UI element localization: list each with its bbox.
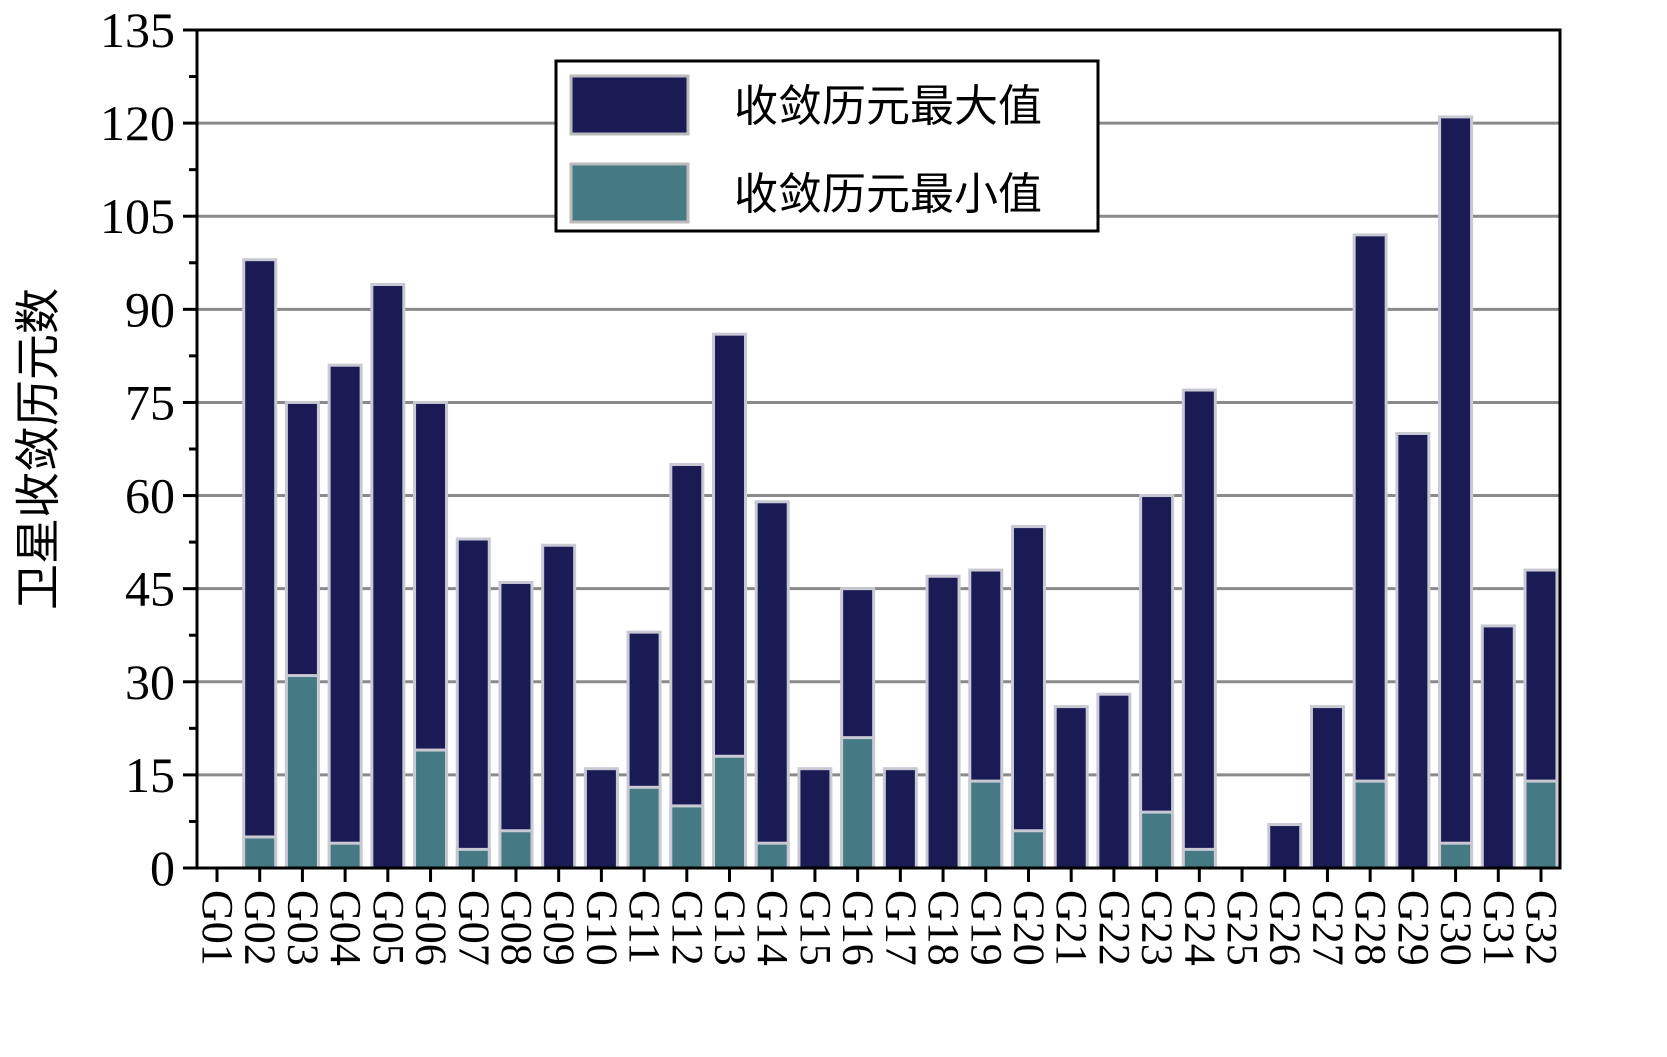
x-tick-label: G23 bbox=[1133, 890, 1182, 966]
y-tick-label: 90 bbox=[125, 281, 175, 337]
bar-min-G30 bbox=[1438, 841, 1474, 870]
x-tick-label: G28 bbox=[1346, 890, 1395, 966]
x-tick-label: G20 bbox=[1004, 890, 1053, 966]
y-axis: 0 15 30 45 60 75 90 105 120 135 bbox=[100, 2, 197, 896]
bar-max-G14 bbox=[754, 500, 790, 870]
legend-label-min: 收敛历元最小值 bbox=[734, 169, 1042, 220]
bar-max-G12 bbox=[669, 463, 705, 870]
x-tick-label: G32 bbox=[1517, 890, 1566, 966]
y-tick-label: 120 bbox=[100, 95, 175, 151]
x-tick-label: G03 bbox=[278, 890, 327, 966]
bar-min-G13 bbox=[712, 754, 748, 870]
x-tick-label: G08 bbox=[492, 890, 541, 966]
legend-swatch-min bbox=[569, 162, 690, 224]
bar-min-G07 bbox=[455, 847, 491, 870]
x-tick-label: G19 bbox=[962, 890, 1011, 966]
x-tick-label: G25 bbox=[1218, 890, 1267, 966]
bar-min-G20 bbox=[1010, 829, 1046, 870]
bar-min-G04 bbox=[327, 841, 363, 870]
bar-max-G29 bbox=[1395, 431, 1431, 870]
bar-min-G06 bbox=[413, 748, 449, 870]
bar-min-G11 bbox=[626, 785, 662, 870]
bar-max-G22 bbox=[1096, 692, 1132, 870]
x-tick-label: G24 bbox=[1175, 890, 1224, 966]
bar-min-G14 bbox=[754, 841, 790, 870]
bar-max-G17 bbox=[882, 767, 918, 870]
y-tick-label: 30 bbox=[125, 654, 175, 710]
bar-min-G32 bbox=[1523, 779, 1559, 870]
y-tick-label: 75 bbox=[125, 374, 175, 430]
x-tick-label: G17 bbox=[876, 890, 925, 966]
y-tick-label: 45 bbox=[125, 561, 175, 617]
bar-max-G31 bbox=[1480, 624, 1516, 870]
bar-max-G28 bbox=[1352, 233, 1388, 870]
y-tick-label: 15 bbox=[125, 747, 175, 803]
x-tick-label: G15 bbox=[791, 890, 840, 966]
bar-min-G24 bbox=[1181, 847, 1217, 870]
x-tick-label: G13 bbox=[706, 890, 755, 966]
x-tick-label: G04 bbox=[321, 890, 370, 966]
y-axis-title: 卫星收敛历元数 bbox=[11, 288, 65, 610]
x-tick-label: G21 bbox=[1047, 890, 1096, 966]
bar-min-G03 bbox=[284, 674, 320, 870]
x-tick-label: G30 bbox=[1432, 890, 1481, 966]
x-tick-label: G07 bbox=[449, 890, 498, 966]
y-tick-label: 0 bbox=[150, 840, 175, 896]
x-tick-label: G26 bbox=[1261, 890, 1310, 966]
bar-min-G16 bbox=[840, 736, 876, 870]
legend-swatch-max bbox=[569, 74, 690, 136]
bar-min-G08 bbox=[498, 829, 534, 870]
x-tick-label: G01 bbox=[193, 890, 242, 966]
bar-max-G04 bbox=[327, 363, 363, 870]
x-tick-label: G31 bbox=[1474, 890, 1523, 966]
legend-label-max: 收敛历元最大值 bbox=[734, 81, 1042, 132]
x-axis: G01G02G03G04G05G06G07G08G09G10G11G12G13G… bbox=[193, 868, 1566, 966]
bar-min-G23 bbox=[1139, 810, 1175, 870]
x-tick-label: G10 bbox=[577, 890, 626, 966]
x-tick-label: G06 bbox=[407, 890, 456, 966]
x-tick-label: G11 bbox=[620, 890, 669, 964]
x-tick-label: G05 bbox=[364, 890, 413, 966]
bar-max-G18 bbox=[925, 574, 961, 870]
bar-max-G30 bbox=[1438, 115, 1474, 870]
bar-max-G07 bbox=[455, 537, 491, 870]
bar-min-G12 bbox=[669, 804, 705, 870]
bar-max-G15 bbox=[797, 767, 833, 870]
y-tick-label: 60 bbox=[125, 468, 175, 524]
bars bbox=[242, 115, 1559, 870]
bar-max-G27 bbox=[1309, 705, 1345, 870]
x-tick-label: G02 bbox=[236, 890, 285, 966]
x-tick-label: G16 bbox=[834, 890, 883, 966]
bar-max-G10 bbox=[583, 767, 619, 870]
x-tick-label: G22 bbox=[1090, 890, 1139, 966]
bar-max-G09 bbox=[541, 543, 577, 870]
bar-max-G20 bbox=[1010, 525, 1046, 870]
x-tick-label: G29 bbox=[1389, 890, 1438, 966]
bar-max-G05 bbox=[370, 283, 406, 870]
bar-max-G21 bbox=[1053, 705, 1089, 870]
x-tick-label: G12 bbox=[663, 890, 712, 966]
bar-max-G24 bbox=[1181, 388, 1217, 870]
bar-max-G02 bbox=[242, 258, 278, 870]
y-tick-label: 105 bbox=[100, 188, 175, 244]
x-tick-label: G14 bbox=[748, 890, 797, 966]
bar-min-G19 bbox=[968, 779, 1004, 870]
x-tick-label: G18 bbox=[919, 890, 968, 966]
bar-min-G28 bbox=[1352, 779, 1388, 870]
x-tick-label: G09 bbox=[535, 890, 584, 966]
x-tick-label: G27 bbox=[1303, 890, 1352, 966]
bar-max-G08 bbox=[498, 580, 534, 870]
bar-min-G02 bbox=[242, 835, 278, 870]
y-tick-label: 135 bbox=[100, 2, 175, 58]
bar-max-G26 bbox=[1267, 823, 1303, 870]
legend: 收敛历元最大值 收敛历元最小值 bbox=[554, 59, 1100, 233]
